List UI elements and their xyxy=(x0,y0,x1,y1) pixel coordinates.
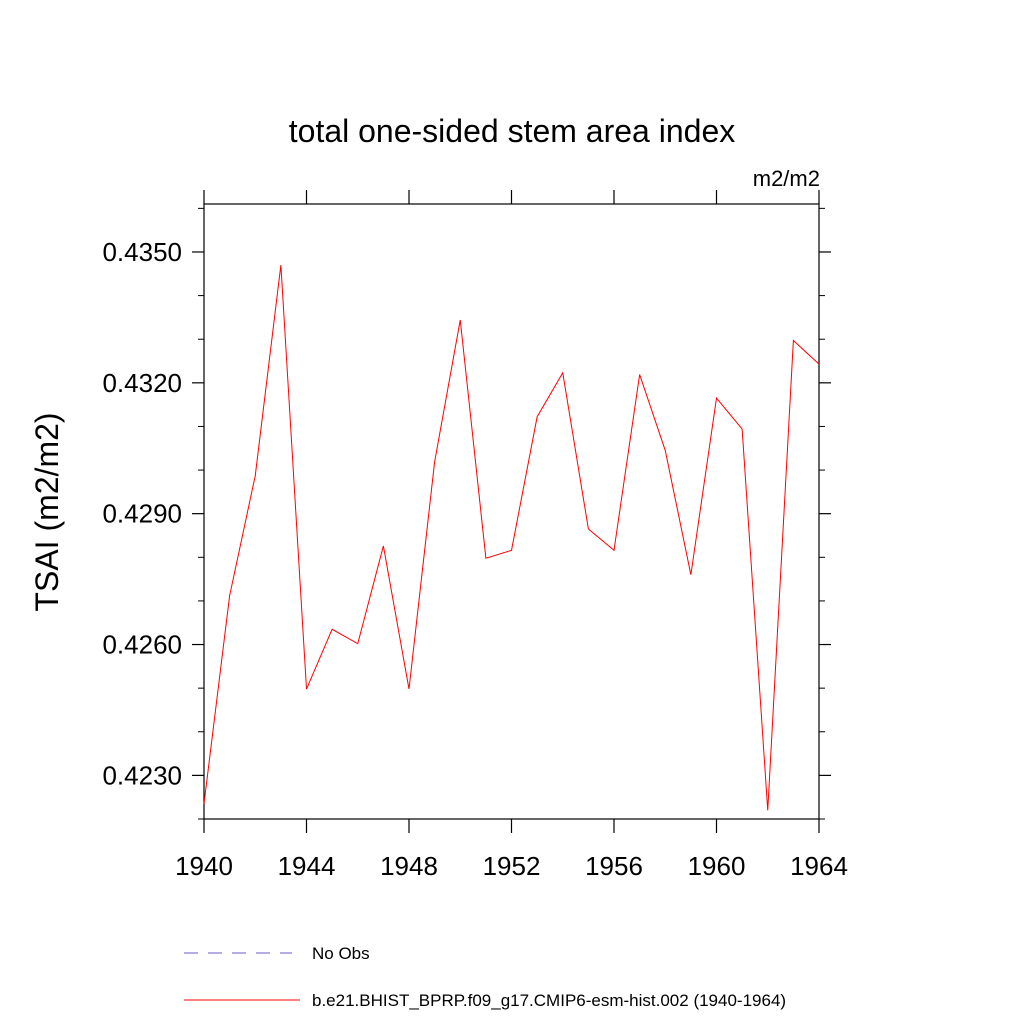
y-tick-label: 0.4350 xyxy=(102,237,182,267)
series-group xyxy=(203,264,820,811)
x-tick-label: 1948 xyxy=(380,851,438,881)
series-line xyxy=(203,264,820,811)
legend: No Obs b.e21.BHIST_BPRP.f09_g17.CMIP6-es… xyxy=(184,944,786,1010)
x-tick-label: 1952 xyxy=(483,851,541,881)
x-tick-label: 1944 xyxy=(278,851,336,881)
axis-ticks xyxy=(192,190,831,833)
y-axis-label: TSAI (m2/m2) xyxy=(29,412,65,611)
y-tick-label: 0.4320 xyxy=(102,368,182,398)
y-tick-label: 0.4260 xyxy=(102,630,182,660)
x-tick-label: 1940 xyxy=(175,851,233,881)
y-tick-labels: 0.4230 0.4260 0.4290 0.4320 0.4350 xyxy=(102,237,182,790)
units-label: m2/m2 xyxy=(753,166,820,191)
legend-label-no-obs: No Obs xyxy=(312,944,370,963)
x-tick-label: 1964 xyxy=(790,851,848,881)
y-tick-label: 0.4290 xyxy=(102,499,182,529)
y-tick-label: 0.4230 xyxy=(102,760,182,790)
x-tick-labels: 1940 1944 1948 1952 1956 1960 1964 xyxy=(175,851,848,881)
x-tick-label: 1956 xyxy=(585,851,643,881)
legend-label-model: b.e21.BHIST_BPRP.f09_g17.CMIP6-esm-hist.… xyxy=(312,991,786,1010)
chart-title: total one-sided stem area index xyxy=(289,113,735,149)
x-tick-label: 1960 xyxy=(688,851,746,881)
